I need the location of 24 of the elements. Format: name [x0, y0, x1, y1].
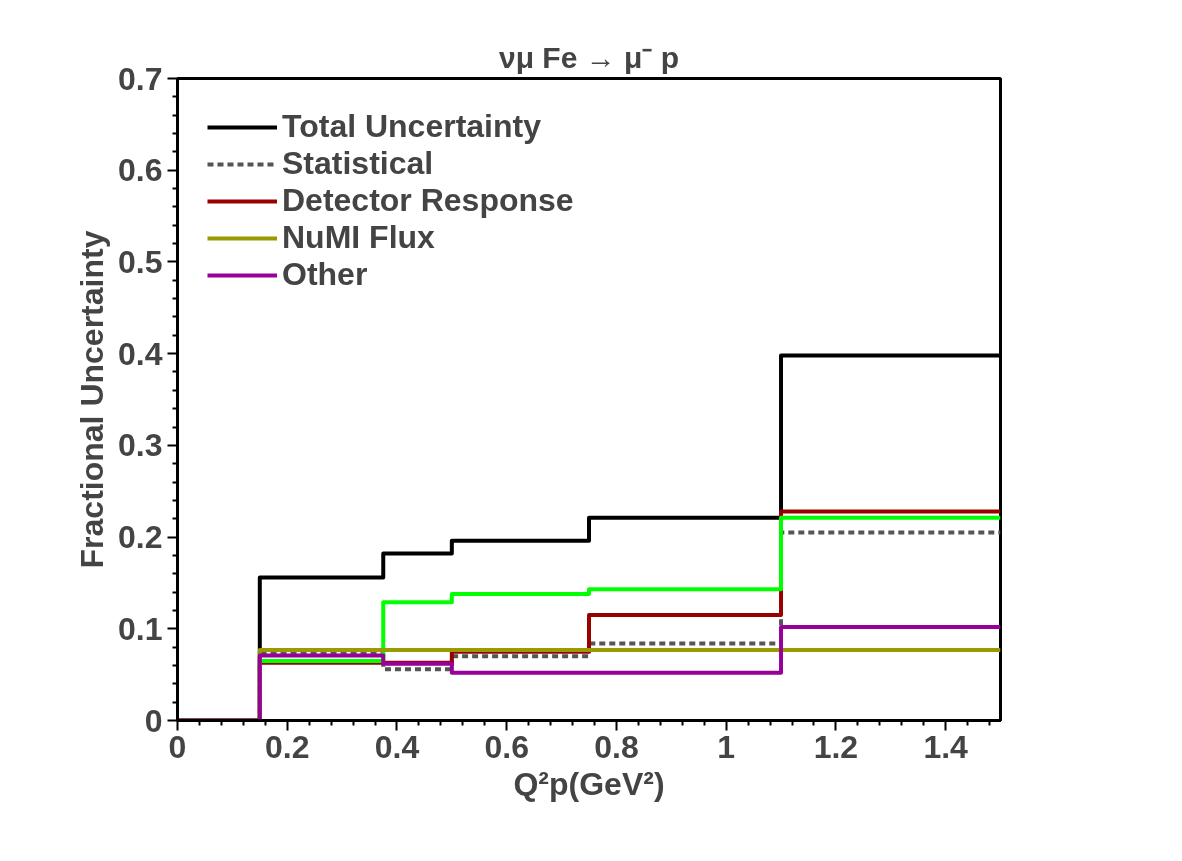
y-tick-label: 0.4 — [118, 335, 163, 372]
x-tick-label: 1.4 — [923, 728, 969, 765]
y-tick-label: 0.3 — [118, 427, 163, 464]
y-tick-label: 0 — [144, 702, 163, 739]
x-tick-label: 0.4 — [374, 728, 420, 765]
y-tick-label: 0.1 — [118, 610, 163, 647]
legend-label: Total Uncertainty — [282, 108, 541, 145]
legend-label: NuMI Flux — [282, 219, 435, 256]
legend-label: Other — [282, 256, 368, 293]
y-tick-label: 0.7 — [118, 60, 163, 97]
x-tick-label: 0.6 — [484, 728, 529, 765]
chart-title: νμ Fe → μ⁻ p — [498, 40, 680, 74]
y-tick-label: 0.2 — [118, 519, 163, 556]
legend-label: Detector Response — [282, 182, 574, 219]
x-tick-label: 0.8 — [594, 728, 639, 765]
x-tick-label: 0 — [168, 728, 187, 765]
x-axis-title: Q²p(GeV²) — [513, 765, 665, 802]
x-tick-label: 0.2 — [264, 728, 310, 765]
y-tick-label: 0.6 — [118, 152, 163, 189]
y-axis-title: Fractional Uncertainty — [74, 230, 111, 569]
x-tick-label: 1.2 — [813, 728, 859, 765]
x-tick-label: 1 — [717, 728, 736, 765]
y-tick-label: 0.5 — [118, 243, 163, 280]
legend-label: Statistical — [282, 145, 434, 182]
